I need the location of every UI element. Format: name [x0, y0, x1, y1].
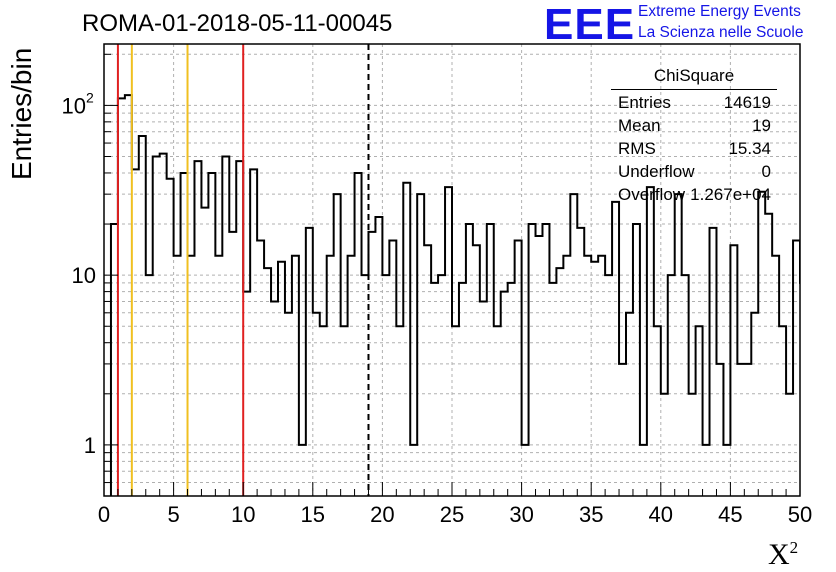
axis-ticks — [103, 53, 801, 497]
x-tick-label: 10 — [231, 502, 255, 527]
stats-value: 1.267e+04 — [690, 185, 771, 204]
x-axis-label-base: X — [768, 538, 790, 571]
stats-key: Entries — [618, 93, 671, 112]
y-tick-label: 10 — [62, 93, 86, 118]
stats-key: Mean — [618, 116, 661, 135]
stats-title: ChiSquare — [611, 66, 777, 90]
x-tick-label: 35 — [579, 502, 603, 527]
x-tick-label: 20 — [370, 502, 394, 527]
y-tick-label: 10 — [72, 263, 96, 288]
y-tick-label: 1 — [84, 433, 96, 458]
x-tick-label: 40 — [649, 502, 673, 527]
x-tick-label: 25 — [440, 502, 464, 527]
grid-lines — [104, 44, 800, 496]
stats-row-underflow: Underflow 0 — [611, 159, 777, 182]
logo-line-2: La Scienza nelle Scuole — [638, 24, 804, 41]
x-tick-label: 30 — [509, 502, 533, 527]
x-axis-label: X2 — [768, 538, 798, 572]
x-tick-label: 15 — [301, 502, 325, 527]
plot-title: ROMA-01-2018-05-11-00045 — [82, 10, 393, 37]
y-tick-label-sup: 2 — [86, 89, 94, 105]
logo-line-1: Extreme Energy Events — [638, 3, 801, 20]
stats-row-entries: Entries 14619 — [611, 90, 777, 113]
x-tick-label: 5 — [167, 502, 179, 527]
stats-key: RMS — [618, 139, 656, 158]
x-tick-label: 0 — [98, 502, 110, 527]
stats-value: 19 — [752, 116, 771, 135]
stats-row-mean: Mean 19 — [611, 113, 777, 136]
stats-key: Overflow — [618, 185, 686, 204]
x-tick-label: 45 — [718, 502, 742, 527]
stats-row-rms: RMS 15.34 — [611, 136, 777, 159]
y-axis-label: Entries/bin — [6, 47, 37, 180]
stats-key: Underflow — [618, 162, 695, 181]
x-axis-label-sup: 2 — [789, 538, 799, 557]
x-tick-label: 50 — [788, 502, 812, 527]
stats-value: 14619 — [723, 93, 771, 112]
eee-logo: EEE — [544, 0, 636, 49]
stats-box: ChiSquare Entries 14619 Mean 19 RMS 15.34 U… — [611, 66, 777, 205]
stats-row-overflow: Overflow 1.267e+04 — [611, 182, 777, 205]
reference-lines — [116, 44, 370, 496]
stats-value: 15.34 — [728, 139, 771, 158]
stats-value: 0 — [761, 162, 771, 181]
